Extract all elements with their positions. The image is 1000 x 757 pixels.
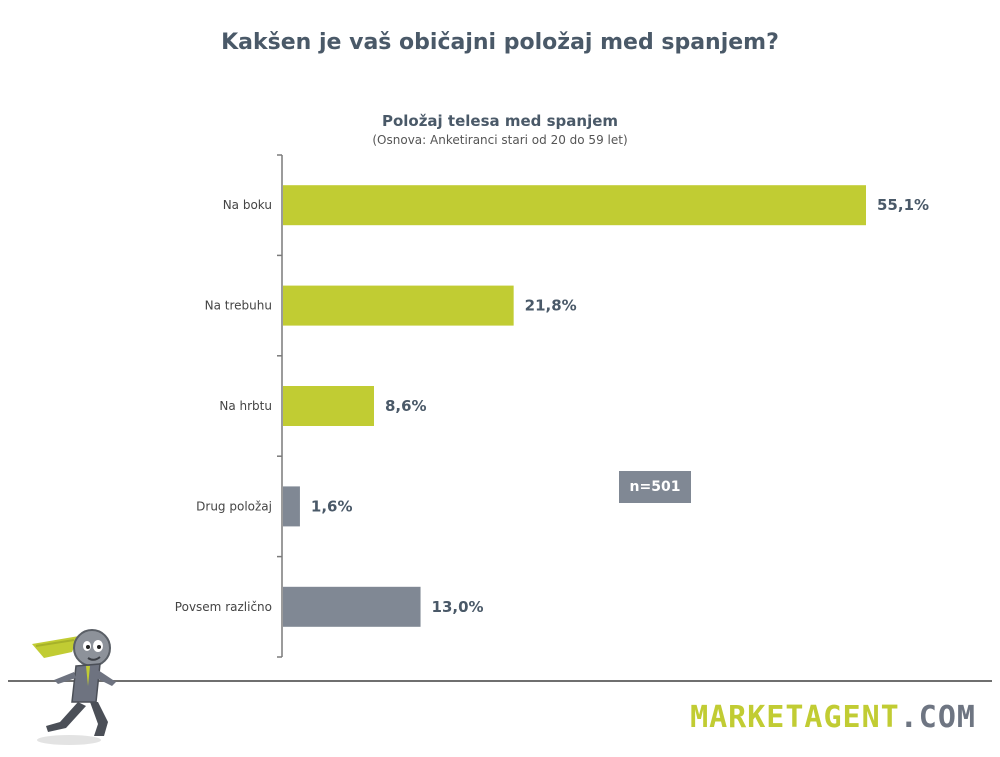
footer-divider: [8, 680, 992, 682]
data-label: 55,1%: [877, 196, 929, 214]
bar: [283, 586, 421, 627]
bar: [283, 285, 514, 326]
logo-brand: MARKETAGENT: [690, 700, 900, 735]
running-agent-mascot-icon: [32, 629, 116, 745]
category-label: Na hrbtu: [219, 399, 272, 413]
data-label: 21,8%: [525, 297, 577, 315]
bar: [283, 185, 866, 226]
sample-size-badge: n=501: [619, 471, 691, 503]
category-label: Na boku: [223, 198, 272, 212]
category-label: Drug položaj: [196, 499, 272, 513]
data-label: 8,6%: [385, 397, 427, 415]
marketagent-logo: MARKETAGENT.COM: [690, 700, 976, 735]
data-label: 13,0%: [432, 598, 484, 616]
chart-subtitle: (Osnova: Anketiranci stari od 20 do 59 l…: [372, 133, 628, 147]
bar: [283, 386, 374, 426]
chart-title: Položaj telesa med spanjem: [381, 112, 619, 130]
page-title: Kakšen je vaš običajni položaj med spanj…: [221, 30, 779, 55]
category-label: Povsem različno: [175, 600, 272, 614]
data-label: 1,6%: [311, 497, 353, 515]
bar: [283, 486, 300, 527]
logo-tld: .COM: [899, 700, 976, 735]
category-label: Na trebuhu: [205, 299, 272, 313]
